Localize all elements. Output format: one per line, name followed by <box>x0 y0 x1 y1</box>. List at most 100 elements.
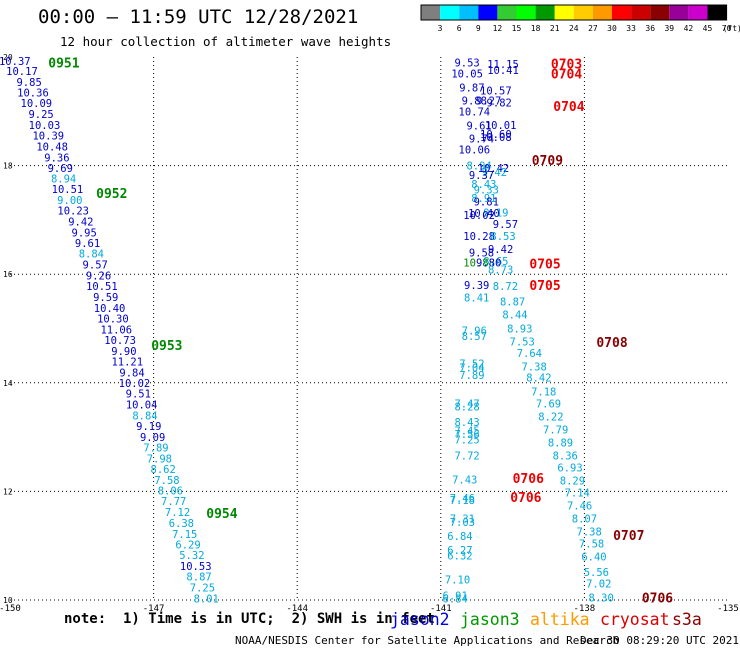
swh-data-point: 10.48 <box>36 142 68 154</box>
swh-data-point: 7.46 <box>567 501 592 513</box>
colorbar-swatch <box>554 5 574 20</box>
colorbar-label: 18 <box>531 24 541 33</box>
swh-data-point: 8.94 <box>466 161 491 173</box>
y-tick-label: 18 <box>3 162 13 171</box>
colorbar-frame <box>420 4 728 21</box>
swh-data-point: 8.72 <box>493 281 518 293</box>
swh-data-point: 11.15 <box>487 59 519 71</box>
swh-data-point: 9.80 <box>476 257 501 269</box>
wave-height-colorbar: 3 6 9 12 15 18 21 24 27 30 33 36 39 42 45 70(ft) <box>420 4 740 33</box>
pass-time-label: 0954 <box>206 507 237 522</box>
swh-data-point: 7.89 <box>143 442 168 454</box>
swh-data-point: 7.58 <box>579 539 604 551</box>
swh-data-point: 9.53 <box>454 57 479 69</box>
swh-data-point: 9.81 <box>474 196 499 208</box>
swh-data-point: 10.30 <box>97 314 129 326</box>
pass-time-label: 0706 <box>642 591 673 606</box>
swh-data-point: 7.77 <box>161 496 186 508</box>
swh-data-point: 8.41 <box>464 293 489 305</box>
swh-data-point: 7.58 <box>154 475 179 487</box>
swh-data-point: 8.44 <box>502 309 527 321</box>
swh-data-point: 8.22 <box>538 411 563 423</box>
swh-data-point: 7.04 <box>459 363 484 375</box>
swh-data-point: 8.06 <box>158 485 183 497</box>
colorbar-label: 3 <box>438 24 443 33</box>
swh-data-point: 6.40 <box>581 552 606 564</box>
swh-data-point: 10.08 <box>480 132 512 144</box>
footer-date: Dec 30 08:29:20 UTC 2021 <box>580 634 739 647</box>
swh-data-point: 9.57 <box>83 259 108 271</box>
pass-time-label: 0951 <box>48 56 79 71</box>
swh-data-point: 7.79 <box>543 424 568 436</box>
colorbar-label: 21 <box>550 24 560 33</box>
swh-data-point: 8.07 <box>572 514 597 526</box>
swh-data-point: 10.42 <box>478 163 510 175</box>
footer-source: NOAA/NESDIS Center for Satellite Applica… <box>235 634 620 647</box>
colorbar-swatch <box>421 5 441 20</box>
swh-data-point: 10.88 <box>463 257 495 269</box>
x-tick-label: -135 <box>717 604 739 614</box>
x-tick-label: -144 <box>286 604 308 614</box>
colorbar-swatch <box>631 5 651 20</box>
swh-data-point: 10.23 <box>57 206 89 218</box>
swh-data-point: 10.05 <box>451 68 483 80</box>
swh-data-point: 10.53 <box>180 561 212 573</box>
swh-data-point: 9.42 <box>488 244 513 256</box>
swh-data-point: 9.85 <box>16 77 41 89</box>
swh-data-point: 8.28 <box>454 402 479 414</box>
legend-altika: altika <box>530 610 590 629</box>
x-tick-label: -147 <box>143 604 165 614</box>
pass-time-label: 0707 <box>613 529 644 544</box>
swh-data-point: 7.18 <box>450 495 475 507</box>
colorbar-swatch <box>669 5 689 20</box>
pass-time-label: 0704 <box>553 100 584 115</box>
swh-data-point: 10.73 <box>104 335 136 347</box>
swh-data-point: 8.29 <box>560 476 585 488</box>
footer-note: note: 1) Time is in UTC; 2) SWH is in fe… <box>64 611 435 627</box>
swh-data-point: 9.25 <box>28 109 53 121</box>
swh-data-point: 7.47 <box>454 398 479 410</box>
swh-data-point: 9.58 <box>469 247 494 259</box>
swh-data-point: 9.88 <box>462 95 487 107</box>
colorbar-swatch <box>440 5 460 20</box>
swh-data-point: 9.27 <box>476 95 501 107</box>
swh-data-point: 9.69 <box>48 163 73 175</box>
chart-subtitle: 12 hour collection of altimeter wave hei… <box>60 34 392 49</box>
swh-data-point: 7.69 <box>536 398 561 410</box>
swh-data-point: 9.36 <box>44 152 69 164</box>
swh-data-point: 9.61 <box>466 120 491 132</box>
swh-data-point: 10.39 <box>32 131 64 143</box>
swh-data-point: 9.00 <box>57 195 82 207</box>
swh-data-point: 7.96 <box>462 326 487 338</box>
swh-data-point: 9.74 <box>469 133 494 145</box>
swh-data-point: 10.41 <box>487 65 519 77</box>
swh-data-point: 7.72 <box>454 451 479 463</box>
swh-data-point: 9.59 <box>93 292 118 304</box>
colorbar-label: 9 <box>476 24 481 33</box>
colorbar-swatch <box>516 5 536 20</box>
y-tick-label: 12 <box>3 487 13 496</box>
swh-data-point: 9.33 <box>474 184 499 196</box>
x-tick-label: -141 <box>430 604 452 614</box>
swh-data-point: 6.84 <box>443 593 468 605</box>
swh-data-point: 6.32 <box>447 550 472 562</box>
y-tick-label: 14 <box>3 379 13 388</box>
swh-data-point: 10.40 <box>94 303 126 315</box>
swh-data-point: 7.25 <box>190 583 215 595</box>
swh-data-point: 8.91 <box>471 193 496 205</box>
colorbar-swatch <box>497 5 517 20</box>
swh-data-point: 9.42 <box>68 217 93 229</box>
swh-data-point: 7.43 <box>452 474 477 486</box>
swh-data-point: 5.56 <box>584 567 609 579</box>
colorbar-label: 30 <box>607 24 617 33</box>
swh-data-point: 10.40 <box>468 208 500 220</box>
colorbar-swatch <box>650 5 670 20</box>
swh-data-point: 10.28 <box>463 231 495 243</box>
colorbar-swatch <box>592 5 612 20</box>
colorbar-swatch <box>573 5 593 20</box>
pass-time-label: 0708 <box>596 336 627 351</box>
swh-data-point: 8.87 <box>186 572 211 584</box>
swh-data-point: 7.46 <box>450 493 475 505</box>
swh-data-point: 8.84 <box>132 410 157 422</box>
